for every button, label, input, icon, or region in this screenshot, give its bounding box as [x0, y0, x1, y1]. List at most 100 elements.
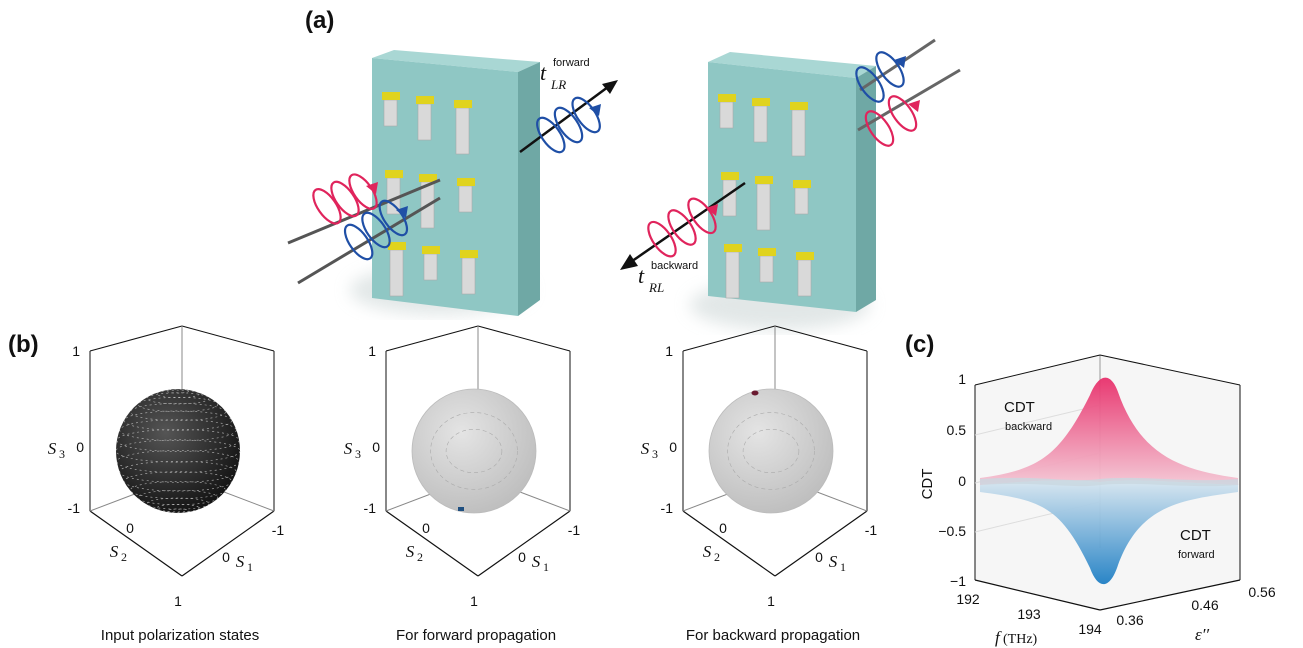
helix-loop — [330, 180, 360, 218]
svg-text:CDT: CDT — [1180, 527, 1211, 544]
s2-axis-label: S — [110, 542, 119, 561]
sphere-body — [411, 388, 537, 514]
s3-axis-label: S — [48, 439, 57, 458]
sphere-body — [708, 388, 834, 514]
meta-atom — [389, 249, 404, 297]
helix-arrow — [589, 104, 601, 116]
svg-text:LR: LR — [550, 77, 566, 92]
metasurface-slab-left — [350, 50, 540, 316]
meta-atom — [753, 105, 768, 143]
forward-helix-output — [536, 96, 601, 154]
backward-helix-input-right — [864, 95, 920, 147]
meta-atoms-right — [718, 94, 814, 299]
cdt-z-ticks: 1 0.5 0 −0.5 −1 — [938, 371, 966, 589]
s2-axis-subscript: 2 — [121, 550, 127, 564]
svg-text:0.5: 0.5 — [947, 422, 967, 438]
s2-axis-label: S — [406, 542, 415, 561]
cdt-backward-annotation: CDT backward — [1004, 399, 1052, 433]
helix-loop — [343, 223, 374, 261]
cdt-eps-axis-label: ε′′ — [1195, 625, 1209, 644]
axis-tick: 1 — [174, 593, 182, 609]
meta-atom — [458, 185, 473, 213]
s2-axis-subscript: 2 — [417, 550, 423, 564]
helix-loop — [536, 116, 566, 154]
axis-tick: -1 — [568, 522, 581, 538]
forward-helix-input — [343, 199, 409, 261]
s1-axis-subscript: 1 — [247, 560, 253, 574]
meta-atom — [759, 255, 774, 283]
axis-tick: 1 — [368, 343, 376, 359]
svg-text:backward: backward — [1005, 421, 1052, 433]
axis-tick: 0 — [372, 439, 380, 455]
svg-text:0.56: 0.56 — [1248, 584, 1275, 600]
cdt-forward-annotation: CDT forward — [1178, 527, 1215, 561]
gold-cap — [793, 180, 811, 188]
axis-tick: 0 — [719, 520, 727, 536]
axis-tick: 0 — [422, 520, 430, 536]
svg-text:0: 0 — [958, 473, 966, 489]
svg-text:(THz): (THz) — [1003, 632, 1038, 647]
axis-tick: -1 — [364, 500, 377, 516]
svg-text:CDT: CDT — [1004, 399, 1035, 416]
helix-arrow — [366, 182, 378, 194]
svg-text:193: 193 — [1017, 606, 1041, 622]
backward-helix-input — [312, 173, 378, 225]
gold-cap — [758, 248, 776, 256]
helix-arrow — [706, 204, 718, 216]
backward-output-beam — [624, 181, 746, 268]
svg-text:forward: forward — [1178, 549, 1215, 561]
cdt-forward-lobe — [980, 480, 1238, 585]
helix-loop — [553, 106, 584, 144]
axis-tick: 0 — [222, 549, 230, 565]
gold-cap — [718, 94, 736, 102]
axis-tick: 1 — [767, 593, 775, 609]
axis-tick: 0 — [815, 549, 823, 565]
gold-cap — [755, 176, 773, 184]
meta-atom — [794, 187, 809, 215]
axis-tick: 0 — [76, 439, 84, 455]
incident-beam-1 — [287, 178, 441, 245]
gold-cap — [790, 102, 808, 110]
backward-state-marker — [751, 390, 759, 396]
helix-arrow — [396, 206, 408, 218]
forward-output-beam — [519, 82, 613, 154]
forward-state-marker — [458, 507, 464, 511]
gold-cap — [752, 98, 770, 106]
svg-text:t: t — [638, 263, 645, 288]
svg-text:backward: backward — [651, 260, 698, 272]
gold-cap — [388, 242, 406, 250]
sphere-caption: For forward propagation — [396, 627, 556, 644]
s2-axis-label: S — [703, 542, 712, 561]
cdt-f-ticks: 192 193 194 — [956, 591, 1102, 637]
cdt-backward-lobe — [980, 377, 1238, 485]
helix-loop — [855, 66, 885, 103]
gold-cap — [454, 100, 472, 108]
gold-cap — [385, 170, 403, 178]
s3-axis-label: S — [344, 439, 353, 458]
gold-cap — [457, 178, 475, 186]
t-backward-symbol: t backward RL — [638, 260, 698, 295]
meta-atom — [797, 259, 812, 297]
axis-tick: 0 — [669, 439, 677, 455]
metasurface-slab-right — [690, 52, 876, 330]
helix-loop — [864, 110, 895, 147]
svg-text:f: f — [995, 628, 1002, 647]
gold-cap — [460, 250, 478, 258]
sphere-caption: Input polarization states — [101, 627, 259, 644]
svg-text:forward: forward — [553, 57, 590, 69]
meta-atom — [756, 183, 771, 231]
svg-text:t: t — [540, 60, 547, 85]
forward-helix-input-right — [855, 51, 906, 103]
s3-axis-subscript: 3 — [59, 447, 65, 461]
t-forward-symbol: t forward LR — [540, 57, 590, 92]
meta-atom — [725, 251, 740, 299]
s2-axis-subscript: 2 — [714, 550, 720, 564]
helix-arrow — [908, 100, 920, 112]
gold-cap — [416, 96, 434, 104]
cdt-z-axis-label: CDT — [919, 469, 936, 500]
svg-text:0.36: 0.36 — [1116, 612, 1143, 628]
svg-text:1: 1 — [958, 371, 966, 387]
meta-atom — [423, 253, 438, 281]
